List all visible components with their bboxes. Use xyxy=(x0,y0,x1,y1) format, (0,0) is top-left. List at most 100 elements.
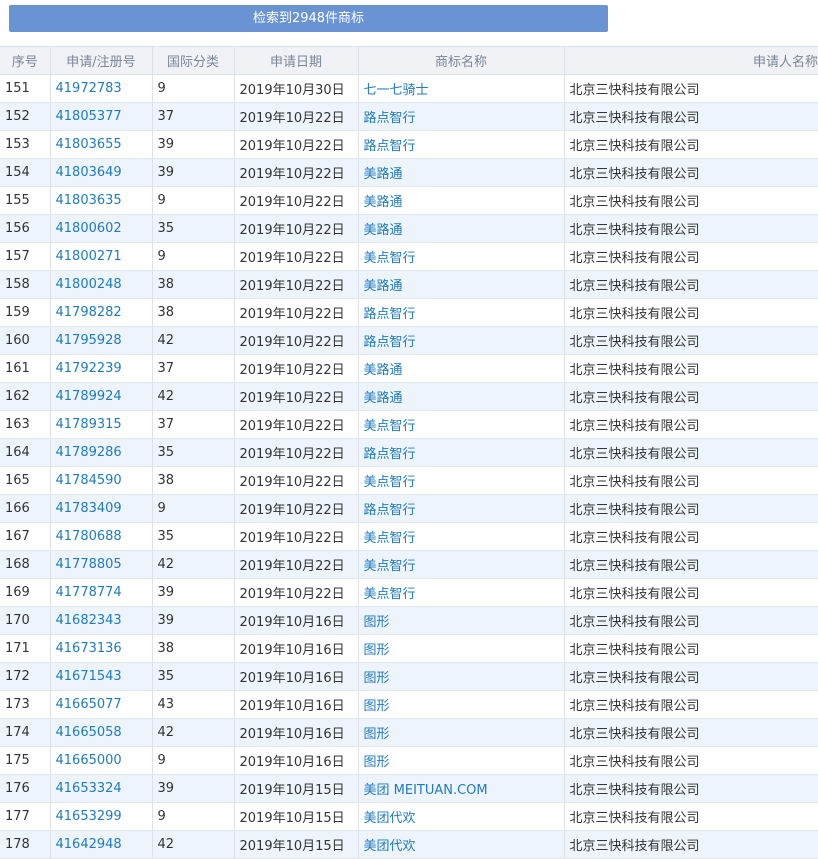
trademark-name-cell: 路点智行 xyxy=(358,326,565,355)
class-cell: 38 xyxy=(152,298,235,327)
trademark-name-link[interactable]: 美团代欢 xyxy=(363,811,416,826)
seq-cell: 153 xyxy=(0,130,51,159)
class-cell: 39 xyxy=(152,606,235,635)
trademark-name-link[interactable]: 图形 xyxy=(363,755,390,770)
reg-number-link[interactable]: 41682343 xyxy=(55,613,122,628)
table-row: 167 41780688 35 2019年10月22日 美点智行 北京三快科技有限公司 xyxy=(0,522,818,551)
class-cell: 9 xyxy=(152,242,235,271)
reg-number-link[interactable]: 41653299 xyxy=(55,809,122,824)
trademark-name-link[interactable]: 路点智行 xyxy=(363,139,416,154)
table-row: 170 41682343 39 2019年10月16日 图形 北京三快科技有限公司 xyxy=(0,606,818,635)
reg-number-link[interactable]: 41789286 xyxy=(55,445,122,460)
class-cell: 38 xyxy=(152,270,235,299)
trademark-name-link[interactable]: 美点智行 xyxy=(363,419,416,434)
reg-number-link[interactable]: 41784590 xyxy=(55,473,122,488)
reg-number-cell: 41653299 xyxy=(50,802,153,831)
reg-number-link[interactable]: 41665077 xyxy=(55,697,122,712)
applicant-cell: 北京三快科技有限公司 xyxy=(564,74,818,103)
reg-number-link[interactable]: 41800248 xyxy=(55,277,122,292)
reg-number-link[interactable]: 41795928 xyxy=(55,333,122,348)
trademark-name-link[interactable]: 图形 xyxy=(363,671,390,686)
reg-number-link[interactable]: 41803635 xyxy=(55,193,122,208)
date-cell: 2019年10月22日 xyxy=(234,354,359,383)
trademark-name-link[interactable]: 美团 MEITUAN.COM xyxy=(363,783,488,798)
trademark-name-link[interactable]: 路点智行 xyxy=(363,335,416,350)
trademark-name-link[interactable]: 美路通 xyxy=(363,223,403,238)
table-row: 172 41671543 35 2019年10月16日 图形 北京三快科技有限公司 xyxy=(0,662,818,691)
trademark-name-link[interactable]: 美路通 xyxy=(363,363,403,378)
applicant-cell: 北京三快科技有限公司 xyxy=(564,158,818,187)
trademark-name-link[interactable]: 图形 xyxy=(363,699,390,714)
reg-number-link[interactable]: 41778774 xyxy=(55,585,122,600)
reg-number-link[interactable]: 41642948 xyxy=(55,837,122,852)
reg-number-link[interactable]: 41673136 xyxy=(55,641,122,656)
reg-number-link[interactable]: 41671543 xyxy=(55,669,122,684)
seq-cell: 165 xyxy=(0,466,51,495)
reg-number-link[interactable]: 41800602 xyxy=(55,221,122,236)
trademark-name-link[interactable]: 美路通 xyxy=(363,279,403,294)
reg-number-link[interactable]: 41792239 xyxy=(55,361,122,376)
date-cell: 2019年10月22日 xyxy=(234,326,359,355)
trademark-name-link[interactable]: 路点智行 xyxy=(363,447,416,462)
column-header: 申请人名称 xyxy=(564,46,818,75)
reg-number-link[interactable]: 41803655 xyxy=(55,137,122,152)
reg-number-link[interactable]: 41803649 xyxy=(55,165,122,180)
class-cell: 42 xyxy=(152,382,235,411)
trademark-name-link[interactable]: 美团代欢 xyxy=(363,839,416,854)
class-cell: 42 xyxy=(152,718,235,747)
trademark-name-link[interactable]: 美点智行 xyxy=(363,587,416,602)
class-cell: 37 xyxy=(152,410,235,439)
seq-cell: 164 xyxy=(0,438,51,467)
class-cell: 39 xyxy=(152,774,235,803)
result-count-button[interactable]: 检索到2948件商标 xyxy=(9,5,608,32)
trademark-name-link[interactable]: 美路通 xyxy=(363,391,403,406)
date-cell: 2019年10月16日 xyxy=(234,746,359,775)
trademark-name-link[interactable]: 美点智行 xyxy=(363,531,416,546)
reg-number-cell: 41665058 xyxy=(50,718,153,747)
reg-number-link[interactable]: 41972783 xyxy=(55,81,122,96)
reg-number-link[interactable]: 41653324 xyxy=(55,781,122,796)
trademark-name-link[interactable]: 路点智行 xyxy=(363,307,416,322)
trademark-name-link[interactable]: 路点智行 xyxy=(363,503,416,518)
trademark-name-link[interactable]: 图形 xyxy=(363,643,390,658)
trademark-name-link[interactable]: 美点智行 xyxy=(363,475,416,490)
table-row: 152 41805377 37 2019年10月22日 路点智行 北京三快科技有限公司 xyxy=(0,102,818,131)
trademark-name-cell: 美点智行 xyxy=(358,578,565,607)
date-cell: 2019年10月22日 xyxy=(234,130,359,159)
applicant-cell: 北京三快科技有限公司 xyxy=(564,438,818,467)
trademark-name-link[interactable]: 美路通 xyxy=(363,195,403,210)
trademark-name-link[interactable]: 路点智行 xyxy=(363,111,416,126)
trademark-name-cell: 图形 xyxy=(358,662,565,691)
reg-number-link[interactable]: 41805377 xyxy=(55,109,122,124)
reg-number-link[interactable]: 41665058 xyxy=(55,725,122,740)
date-cell: 2019年10月15日 xyxy=(234,802,359,831)
reg-number-link[interactable]: 41778805 xyxy=(55,557,122,572)
trademark-name-link[interactable]: 图形 xyxy=(363,615,390,630)
reg-number-link[interactable]: 41783409 xyxy=(55,501,122,516)
date-cell: 2019年10月22日 xyxy=(234,242,359,271)
trademark-name-link[interactable]: 美点智行 xyxy=(363,251,416,266)
trademark-name-link[interactable]: 美路通 xyxy=(363,167,403,182)
reg-number-link[interactable]: 41789924 xyxy=(55,389,122,404)
seq-cell: 172 xyxy=(0,662,51,691)
reg-number-link[interactable]: 41780688 xyxy=(55,529,122,544)
trademark-name-link[interactable]: 美点智行 xyxy=(363,559,416,574)
class-cell: 35 xyxy=(152,214,235,243)
trademark-name-cell: 美团 MEITUAN.COM xyxy=(358,774,565,803)
reg-number-link[interactable]: 41789315 xyxy=(55,417,122,432)
reg-number-cell: 41789286 xyxy=(50,438,153,467)
reg-number-link[interactable]: 41665000 xyxy=(55,753,122,768)
trademark-name-link[interactable]: 七一七骑士 xyxy=(363,83,429,98)
trademark-name-link[interactable]: 图形 xyxy=(363,727,390,742)
table-row: 164 41789286 35 2019年10月22日 路点智行 北京三快科技有限公司 xyxy=(0,438,818,467)
column-header: 商标名称 xyxy=(358,46,565,75)
column-header: 国际分类 xyxy=(152,46,235,75)
applicant-cell: 北京三快科技有限公司 xyxy=(564,270,818,299)
seq-cell: 167 xyxy=(0,522,51,551)
date-cell: 2019年10月15日 xyxy=(234,774,359,803)
reg-number-link[interactable]: 41800271 xyxy=(55,249,122,264)
reg-number-link[interactable]: 41798282 xyxy=(55,305,122,320)
reg-number-cell: 41798282 xyxy=(50,298,153,327)
applicant-cell: 北京三快科技有限公司 xyxy=(564,186,818,215)
